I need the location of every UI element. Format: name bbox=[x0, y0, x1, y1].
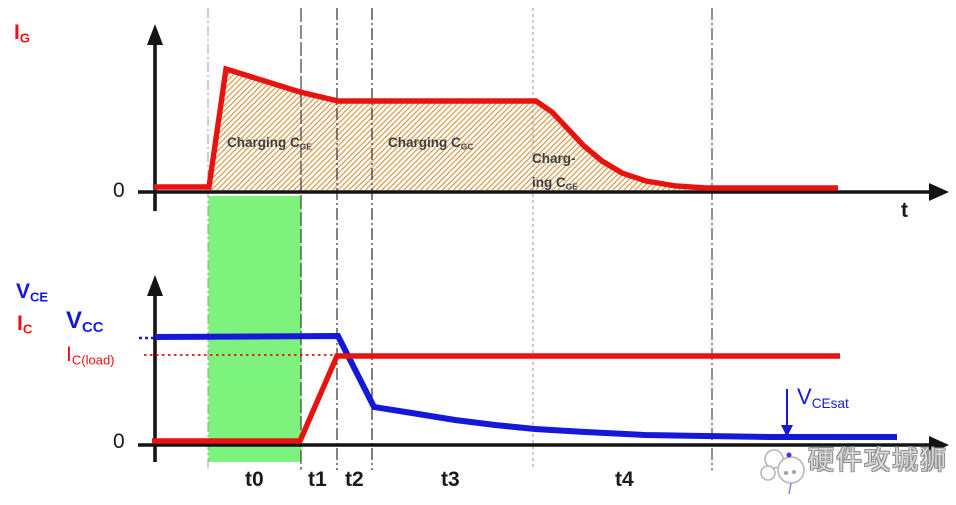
ig-waveform bbox=[154, 65, 838, 191]
watermark-logo-blue-dot bbox=[786, 452, 792, 458]
gate-charge-hatch-area bbox=[210, 70, 706, 190]
ic-waveform bbox=[152, 353, 840, 444]
bottom-x-axis-arrow bbox=[929, 436, 949, 454]
interval-label-t1: t1 bbox=[308, 468, 327, 491]
watermark-text: 硬件攻城狮 bbox=[808, 445, 949, 475]
interval-label-t3: t3 bbox=[441, 468, 460, 491]
time-axis-label: t bbox=[901, 199, 908, 222]
region-label-line1: Charg- bbox=[532, 151, 576, 166]
ig-axis-label: IG bbox=[14, 21, 30, 46]
watermark-logo-cloud-2 bbox=[760, 465, 776, 481]
ic-axis-label: IC bbox=[17, 312, 33, 337]
interval-label-t2: t2 bbox=[345, 468, 364, 491]
vce-axis-label: VCE bbox=[16, 280, 49, 305]
interval-label-t0: t0 bbox=[245, 468, 264, 491]
watermark-logo-eye-right bbox=[792, 470, 796, 474]
bottom-zero-label: 0 bbox=[113, 430, 125, 453]
region-label-charging-cge-1: Charging CGE bbox=[227, 135, 312, 152]
region-label-charging-cge-2: Charg- ing CGE bbox=[532, 147, 578, 198]
watermark-logo-stem bbox=[788, 482, 792, 495]
watermark-logo-eye-left bbox=[784, 471, 788, 475]
top-y-axis-arrow bbox=[147, 24, 163, 45]
watermark-logo-head bbox=[777, 456, 805, 484]
interval-label-t4: t4 bbox=[615, 468, 634, 491]
region-label-charging-cgc: Charging CGC bbox=[388, 135, 474, 152]
region-label-line2: ing CGE bbox=[532, 175, 578, 192]
top-zero-label: 0 bbox=[113, 179, 125, 202]
top-x-axis-arrow bbox=[929, 183, 949, 201]
vcc-level-label: VCC bbox=[66, 307, 104, 337]
vcesat-label: VCEsat bbox=[797, 384, 849, 411]
bottom-y-axis-arrow bbox=[147, 275, 163, 296]
vcesat-arrow-head bbox=[781, 425, 793, 437]
vce-waveform bbox=[154, 332, 897, 440]
ic-load-level-label: IC(load) bbox=[66, 343, 115, 368]
green-highlight-band bbox=[208, 196, 302, 462]
